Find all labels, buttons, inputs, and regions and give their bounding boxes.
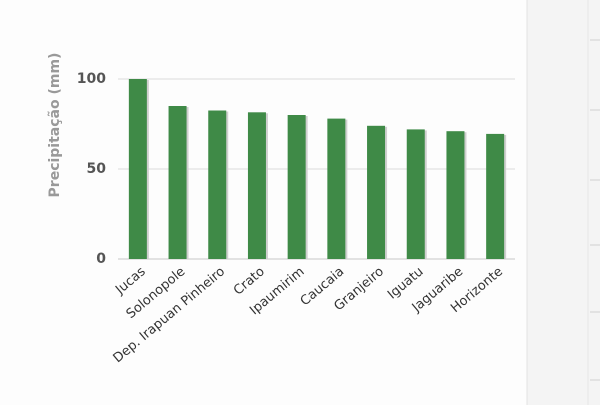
- bar: [208, 110, 227, 259]
- bar: [327, 118, 346, 259]
- bar: [367, 125, 386, 259]
- y-tick-label: 100: [77, 71, 106, 87]
- panel-dashes: [590, 39, 600, 381]
- bar: [486, 133, 505, 259]
- bar: [406, 129, 425, 259]
- y-axis-title: Precipitação (mm): [47, 53, 63, 198]
- side-panel: [527, 0, 600, 405]
- bar: [168, 106, 187, 259]
- y-tick-label: 50: [87, 161, 107, 177]
- bar: [247, 112, 266, 259]
- y-tick-label: 0: [96, 251, 106, 267]
- bar: [287, 115, 306, 259]
- bar: [446, 131, 465, 259]
- bar: [128, 79, 147, 259]
